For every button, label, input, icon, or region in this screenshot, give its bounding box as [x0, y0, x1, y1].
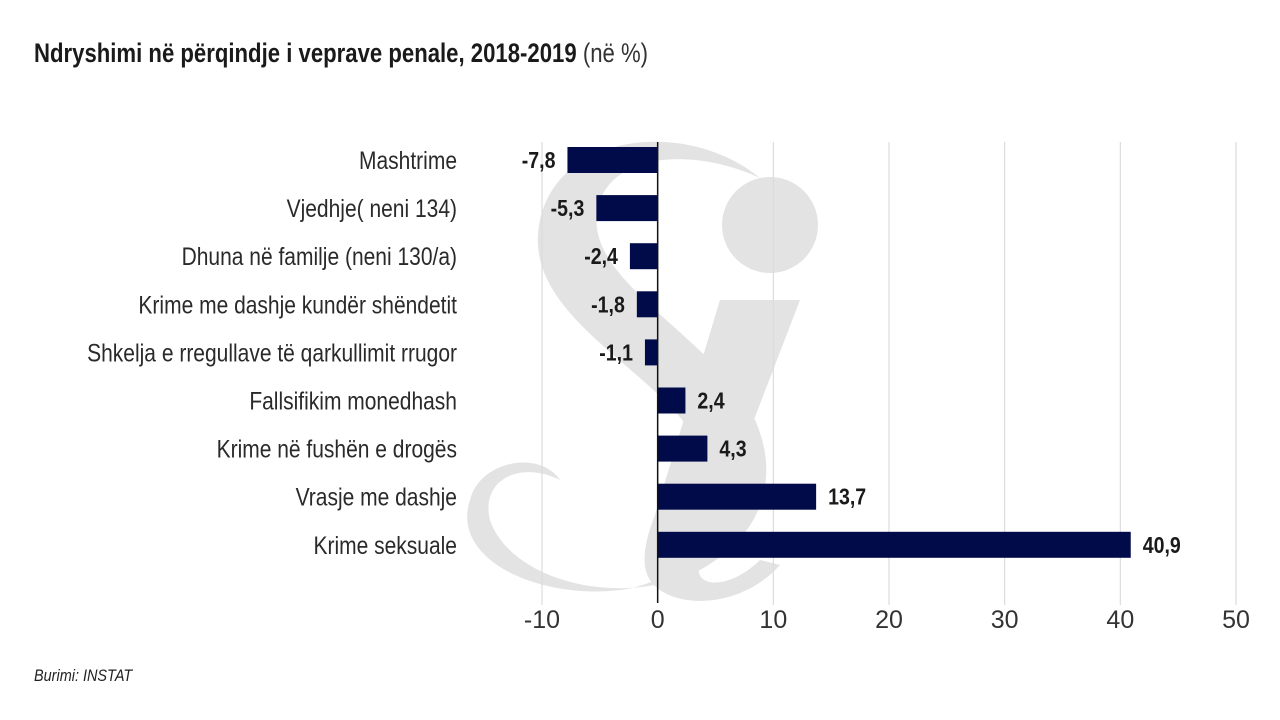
bar [567, 147, 658, 173]
x-tick-label: 0 [651, 606, 665, 634]
category-labels: Mashtrime Vjedhje( neni 134) Dhuna në fami… [87, 146, 457, 559]
value-label: -2,4 [584, 244, 618, 270]
bar [657, 387, 686, 414]
value-label: -5,3 [551, 196, 585, 222]
bar [657, 435, 708, 462]
category-label: Krime seksuale [313, 531, 457, 559]
bars [567, 147, 1131, 558]
bar [644, 339, 658, 366]
category-label: Shkelja e rregullave të qarkullimit rrug… [87, 339, 457, 367]
chart-title-unit: (në %) [582, 38, 649, 68]
x-tick-label: 40 [1106, 606, 1134, 634]
bar [596, 195, 658, 222]
category-label: Fallsifikim monedhash [249, 387, 457, 415]
bar [657, 531, 1131, 558]
value-label: 40,9 [1143, 532, 1181, 558]
x-tick-label: 30 [991, 606, 1019, 634]
category-label: Vrasje me dashje [296, 483, 457, 511]
x-tick-labels: -10 0 10 20 30 40 50 [524, 606, 1250, 634]
category-label: Mashtrime [359, 146, 457, 174]
value-label: -1,8 [591, 292, 625, 318]
bar [636, 291, 658, 318]
category-label: Vjedhje( neni 134) [287, 194, 457, 222]
grid-lines [541, 142, 1237, 605]
value-labels: -7,8 -5,3 -2,4 -1,8 -1,1 2,4 4,3 13,7 40,9 [522, 148, 1181, 559]
bar [657, 483, 817, 510]
value-label: 4,3 [719, 436, 746, 462]
value-label: 2,4 [697, 388, 724, 414]
x-tick-label: 10 [759, 606, 787, 634]
x-tick-label: 20 [875, 606, 903, 634]
category-label: Dhuna në familje (neni 130/a) [182, 242, 457, 270]
x-tick-label: 50 [1222, 606, 1250, 634]
source-note: Burimi: INSTAT [34, 666, 133, 685]
bar [629, 243, 658, 270]
chart-title-main: Ndryshimi në përqindje i veprave penale,… [34, 38, 577, 68]
chart-title: Ndryshimi në përqindje i veprave penale,… [34, 38, 648, 69]
value-label: -7,8 [522, 148, 556, 174]
category-label: Krime me dashje kundër shëndetit [138, 291, 457, 319]
value-label: 13,7 [828, 484, 866, 510]
value-label: -1,1 [599, 340, 633, 366]
category-label: Krime në fushën e drogës [217, 435, 457, 463]
x-tick-label: -10 [524, 606, 560, 634]
